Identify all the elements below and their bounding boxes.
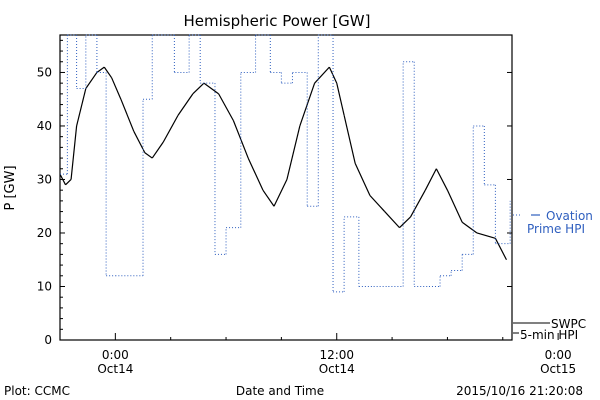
swpc-segment bbox=[162, 114, 179, 143]
y-tick-label: 20 bbox=[37, 226, 52, 240]
legend-swpc: SWPC 5-min HPI bbox=[513, 317, 586, 342]
plot-frame bbox=[59, 34, 513, 341]
swpc-segment bbox=[70, 125, 78, 180]
swpc-segment bbox=[494, 238, 507, 261]
swpc-segment bbox=[262, 189, 275, 207]
swpc-segment bbox=[65, 179, 72, 186]
y-axis-label: P [GW] bbox=[3, 165, 18, 210]
footer-timestamp: 2015/10/16 21:20:08 bbox=[456, 384, 583, 398]
x-tick-label-time: 0:00 bbox=[102, 348, 129, 362]
swpc-segment bbox=[299, 82, 316, 127]
swpc-segment bbox=[120, 98, 135, 132]
swpc-segment bbox=[59, 173, 67, 186]
swpc-segment bbox=[461, 221, 478, 234]
footer-plot-credit: Plot: CCMC bbox=[4, 384, 70, 398]
x-tick-label-date: Oct15 bbox=[540, 362, 576, 376]
swpc-segment bbox=[328, 66, 338, 84]
swpc-segment bbox=[435, 168, 448, 191]
x-axis: 0:00Oct1412:00Oct140:00Oct1512:00Oct150:… bbox=[59, 333, 576, 376]
chart-title: Hemispheric Power [GW] bbox=[184, 12, 371, 30]
swpc-segment bbox=[476, 232, 496, 239]
swpc-segment bbox=[369, 195, 386, 212]
legend-ovation-label-line1: Ovation bbox=[546, 209, 593, 223]
y-tick-label: 40 bbox=[37, 119, 52, 133]
swpc-segment bbox=[273, 179, 288, 207]
legend-swpc-label-line2: 5-min HPI bbox=[520, 328, 578, 342]
y-tick-label: 30 bbox=[37, 172, 52, 186]
y-tick-label: 50 bbox=[37, 65, 52, 79]
swpc-segment bbox=[247, 157, 264, 191]
x-tick-label-date: Oct14 bbox=[97, 362, 133, 376]
series-ovation bbox=[60, 34, 511, 293]
swpc-segment bbox=[85, 72, 98, 89]
x-tick-label-time: 12:00 bbox=[319, 348, 354, 362]
swpc-segment bbox=[232, 120, 249, 159]
swpc-segment bbox=[151, 141, 164, 159]
swpc-segment bbox=[343, 115, 356, 164]
swpc-segment bbox=[399, 216, 411, 229]
legend-ovation: Ovation Prime HPI bbox=[513, 209, 593, 236]
swpc-segment bbox=[336, 83, 345, 116]
swpc-segment bbox=[354, 163, 371, 196]
legend-ovation-label-line2: Prime HPI bbox=[527, 222, 585, 236]
swpc-segment bbox=[410, 189, 426, 218]
legend-swpc-label-line1: SWPC bbox=[551, 317, 586, 331]
swpc-segment bbox=[144, 152, 153, 159]
swpc-segment bbox=[76, 88, 87, 127]
series-layer bbox=[59, 34, 511, 293]
swpc-segment bbox=[96, 66, 105, 73]
x-tick-label-date: Oct14 bbox=[319, 362, 355, 376]
y-tick-label: 0 bbox=[44, 333, 52, 347]
swpc-segment bbox=[314, 66, 330, 84]
series-swpc bbox=[59, 66, 507, 261]
swpc-segment bbox=[103, 66, 113, 79]
y-axis: 0 10 20 30 40 50 bbox=[37, 39, 512, 347]
swpc-segment bbox=[446, 189, 463, 223]
swpc-segment bbox=[218, 93, 234, 121]
x-axis-label: Date and Time bbox=[236, 384, 324, 398]
swpc-segment bbox=[286, 125, 301, 180]
swpc-segment bbox=[111, 77, 122, 100]
swpc-segment bbox=[203, 82, 220, 95]
y-tick-label: 10 bbox=[37, 279, 52, 293]
swpc-segment bbox=[177, 93, 194, 116]
x-tick-label-time: 0:00 bbox=[545, 348, 572, 362]
swpc-segment bbox=[424, 168, 437, 191]
swpc-segment bbox=[192, 82, 205, 95]
swpc-segment bbox=[384, 211, 400, 229]
